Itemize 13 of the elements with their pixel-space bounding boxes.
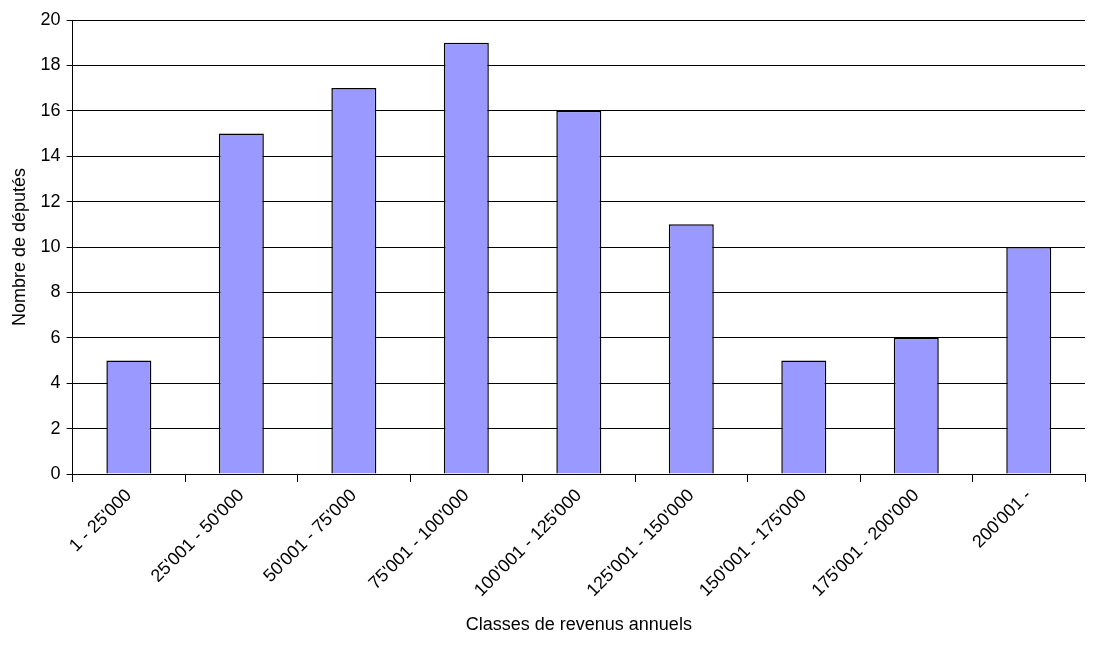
y-tick-label: 6: [50, 326, 61, 347]
y-tick-label: 4: [50, 372, 61, 393]
y-tick-label: 8: [50, 281, 61, 302]
y-tick-label: 10: [40, 235, 61, 256]
y-tick-label: 12: [40, 190, 61, 211]
y-tick-label: 14: [40, 145, 61, 166]
y-axis-title: Nombre de députés: [8, 167, 29, 327]
y-tick-label: 18: [40, 54, 61, 75]
y-tick-label: 2: [50, 417, 61, 438]
y-tick-label: 0: [50, 462, 61, 483]
x-axis-title: Classes de revenus annuels: [465, 614, 692, 635]
y-tick-label: 16: [40, 99, 61, 120]
y-tick-label: 20: [40, 8, 61, 29]
